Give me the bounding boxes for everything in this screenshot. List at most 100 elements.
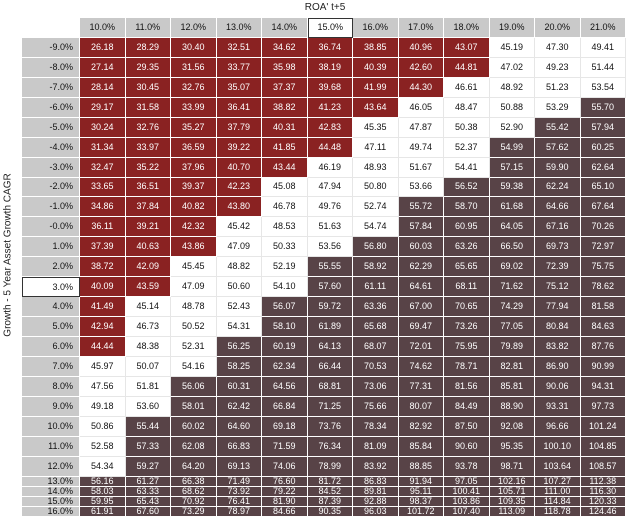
row-header: -5.0% [22, 117, 80, 138]
data-cell: 44.48 [307, 137, 353, 158]
data-cell: 49.74 [398, 137, 444, 158]
data-cell: 47.09 [216, 237, 262, 258]
data-cell: 85.81 [489, 376, 535, 397]
data-cell: 77.31 [398, 376, 444, 397]
data-cell: 69.73 [535, 237, 581, 258]
data-cell: 42.94 [80, 317, 126, 337]
data-cell: 78.97 [216, 506, 262, 517]
data-cell: 32.76 [171, 77, 217, 98]
column-header: 16.0% [353, 18, 399, 38]
data-cell: 51.67 [398, 157, 444, 178]
data-cell: 75.95 [444, 337, 490, 357]
data-cell: 29.35 [125, 57, 171, 78]
column-header: 19.0% [489, 18, 535, 38]
row-header: 2.0% [22, 257, 80, 278]
data-cell: 30.40 [171, 37, 217, 58]
data-cell: 38.72 [80, 257, 126, 278]
data-cell: 78.71 [444, 356, 490, 377]
data-cell: 32.47 [80, 157, 126, 178]
data-cell: 116.30 [580, 486, 626, 497]
column-header: 18.0% [444, 18, 490, 38]
data-cell: 90.35 [307, 506, 353, 517]
data-cell: 86.90 [535, 356, 581, 377]
data-cell: 87.39 [307, 496, 353, 507]
data-cell: 101.24 [580, 416, 626, 437]
data-cell: 95.11 [398, 486, 444, 497]
data-cell: 83.82 [535, 337, 581, 357]
data-cell: 52.19 [262, 257, 308, 278]
data-cell: 56.80 [353, 237, 399, 258]
data-cell: 83.92 [353, 456, 399, 477]
data-cell: 58.70 [444, 197, 490, 218]
data-cell: 97.73 [580, 396, 626, 417]
data-cell: 39.21 [125, 217, 171, 238]
data-cell: 77.94 [535, 297, 581, 318]
data-cell: 52.31 [171, 337, 217, 357]
data-cell: 109.35 [489, 496, 535, 507]
data-cell: 64.60 [216, 416, 262, 437]
data-cell: 93.78 [444, 456, 490, 477]
data-cell: 103.86 [444, 496, 490, 507]
data-cell: 92.88 [353, 496, 399, 507]
data-cell: 71.62 [489, 277, 535, 298]
data-cell: 34.86 [80, 197, 126, 218]
data-cell: 60.02 [171, 416, 217, 437]
data-cell: 102.16 [489, 476, 535, 487]
data-cell: 100.41 [444, 486, 490, 497]
data-cell: 69.18 [262, 416, 308, 437]
data-cell: 50.33 [262, 237, 308, 258]
data-cell: 120.33 [580, 496, 626, 507]
column-header: 11.0% [125, 18, 171, 38]
row-header: 10.0% [22, 416, 80, 437]
row-header: -1.0% [22, 197, 80, 218]
row-header: -4.0% [22, 137, 80, 158]
data-cell: 72.97 [580, 237, 626, 258]
data-cell: 96.03 [353, 506, 399, 517]
data-cell: 124.46 [580, 506, 626, 517]
data-cell: 62.24 [535, 177, 581, 198]
data-cell: 75.75 [580, 257, 626, 278]
data-cell: 36.41 [216, 97, 262, 118]
data-cell: 44.30 [398, 77, 444, 98]
data-cell: 45.19 [489, 37, 535, 58]
data-cell: 56.25 [216, 337, 262, 357]
data-cell: 35.22 [125, 157, 171, 178]
data-cell: 79.22 [262, 486, 308, 497]
data-cell: 49.76 [307, 197, 353, 218]
data-cell: 44.81 [444, 57, 490, 78]
data-cell: 39.22 [216, 137, 262, 158]
data-cell: 49.18 [80, 396, 126, 417]
data-cell: 81.09 [353, 436, 399, 457]
data-cell: 47.87 [398, 117, 444, 138]
data-cell: 95.35 [489, 436, 535, 457]
data-cell: 48.53 [262, 217, 308, 238]
data-cell: 27.14 [80, 57, 126, 78]
data-cell: 60.95 [444, 217, 490, 238]
data-cell: 90.60 [444, 436, 490, 457]
data-cell: 48.92 [489, 77, 535, 98]
data-cell: 35.98 [262, 57, 308, 78]
data-cell: 52.90 [489, 117, 535, 138]
row-header: 4.0% [22, 297, 80, 318]
data-cell: 89.81 [353, 486, 399, 497]
data-cell: 80.07 [398, 396, 444, 417]
data-cell: 62.42 [216, 396, 262, 417]
data-cell: 68.07 [353, 337, 399, 357]
data-cell: 78.62 [580, 277, 626, 298]
data-cell: 59.72 [307, 297, 353, 318]
data-cell: 31.56 [171, 57, 217, 78]
data-cell: 59.90 [535, 157, 581, 178]
heatmap-grid: 10.0% 11.0% 12.0% 13.0% 14.0% 15.0% 16.0% 17.0%… [22, 18, 626, 517]
column-header: 10.0% [80, 18, 126, 38]
data-cell: 45.97 [80, 356, 126, 377]
row-header: -6.0% [22, 97, 80, 118]
data-cell: 61.89 [307, 317, 353, 337]
data-cell: 90.99 [580, 356, 626, 377]
data-cell: 35.27 [171, 117, 217, 138]
data-cell: 46.61 [444, 77, 490, 98]
data-cell: 55.70 [580, 97, 626, 118]
data-cell: 49.41 [580, 37, 626, 58]
data-cell: 62.29 [398, 257, 444, 278]
data-cell: 30.45 [125, 77, 171, 98]
row-header: 15.0% [22, 496, 80, 507]
